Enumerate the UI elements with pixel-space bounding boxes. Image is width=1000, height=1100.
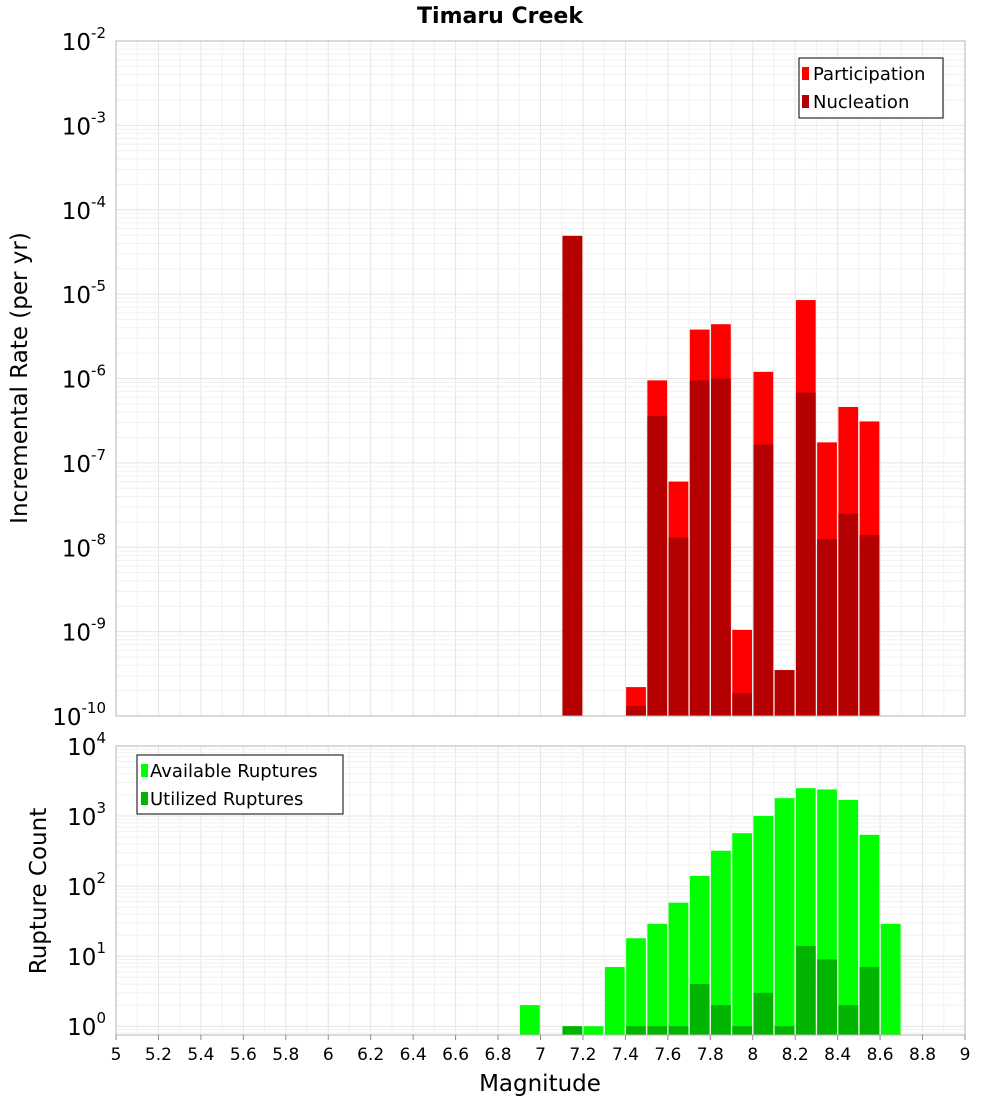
nucleation-bar xyxy=(562,235,583,716)
x-tick-label: 8.6 xyxy=(867,1045,894,1065)
rate-legend: Participation Nucleation xyxy=(798,57,944,119)
x-tick-label: 7 xyxy=(535,1045,546,1065)
count-y-tick-label: 104 xyxy=(67,729,106,761)
utilized-ruptures-bar xyxy=(668,1026,689,1035)
utilized-ruptures-swatch xyxy=(141,792,148,805)
nucleation-bar xyxy=(626,706,646,716)
rate-y-tick-label: 10-3 xyxy=(62,108,106,140)
available-ruptures-legend-label: Available Ruptures xyxy=(150,761,318,782)
rate-y-tick-label: 10-4 xyxy=(62,193,106,225)
rate-y-tick-label: 10-9 xyxy=(62,615,106,647)
chart-title: Timaru Creek xyxy=(417,4,584,29)
utilized-ruptures-bar xyxy=(774,1026,795,1035)
count-bars xyxy=(520,788,901,1035)
available-ruptures-bar xyxy=(753,816,774,1035)
x-tick-label: 6.4 xyxy=(400,1045,427,1065)
count-legend: Available Ruptures Utilized Ruptures xyxy=(136,754,344,815)
x-tick-label: 8.4 xyxy=(824,1045,851,1065)
utilized-ruptures-bar xyxy=(626,1026,646,1035)
x-tick-label: 7.8 xyxy=(697,1045,724,1065)
rate-y-tick-label: 10-7 xyxy=(62,446,106,478)
rate-y-tick-label: 10-6 xyxy=(62,362,106,394)
rate-plot-frame xyxy=(115,40,966,717)
count-y-tick-label: 101 xyxy=(67,939,106,971)
available-ruptures-bar xyxy=(880,923,901,1035)
rate-y-tick-label: 10-5 xyxy=(62,277,106,309)
count-y-tick-label: 103 xyxy=(67,799,106,831)
nucleation-legend-label: Nucleation xyxy=(813,92,909,113)
available-ruptures-bar xyxy=(647,923,668,1035)
utilized-ruptures-bar xyxy=(859,967,880,1035)
rate-legend-box xyxy=(798,57,944,119)
utilized-ruptures-bar xyxy=(732,1026,753,1035)
utilized-ruptures-bar xyxy=(711,1005,731,1035)
count-legend-box xyxy=(136,754,344,815)
utilized-ruptures-bar xyxy=(838,1005,859,1035)
x-tick-label: 7.6 xyxy=(654,1045,681,1065)
x-tick-label: 6.6 xyxy=(442,1045,469,1065)
magnitude-x-ticks: 5 5.2 5.4 5.6 5.8 6 6.2 6.4 6.6 6.8 7 7.2 7.4 7.6 7.8 8… xyxy=(111,1035,971,1065)
x-tick-label: 7.2 xyxy=(569,1045,596,1065)
count-y-ticks: 104 103 102 101 100 xyxy=(67,729,106,1041)
count-y-tick-label: 102 xyxy=(67,869,106,901)
utilized-ruptures-bar xyxy=(562,1026,583,1035)
rate-bars xyxy=(562,235,880,716)
x-tick-label: 8 xyxy=(747,1045,758,1065)
nucleation-bar xyxy=(838,513,859,716)
available-ruptures-bar xyxy=(583,1026,604,1035)
count-y-axis-label: Rupture Count xyxy=(26,808,52,974)
nucleation-bar xyxy=(668,537,689,716)
x-tick-label: 5.8 xyxy=(272,1045,299,1065)
rate-y-axis-label: Incremental Rate (per yr) xyxy=(7,232,33,524)
utilized-ruptures-bar xyxy=(689,984,710,1035)
x-tick-label: 9 xyxy=(960,1045,971,1065)
rate-y-ticks: 10-2 10-3 10-4 10-5 10-6 10-7 10-8 10-9 10-10 xyxy=(52,24,106,731)
available-ruptures-bar xyxy=(668,902,689,1035)
x-tick-label: 6.2 xyxy=(357,1045,384,1065)
utilized-ruptures-bar xyxy=(647,1026,668,1035)
utilized-ruptures-legend-label: Utilized Ruptures xyxy=(150,789,303,810)
available-ruptures-bar xyxy=(626,938,646,1035)
available-ruptures-bar xyxy=(711,850,731,1035)
available-ruptures-bar xyxy=(838,799,859,1035)
x-tick-label: 7.4 xyxy=(612,1045,639,1065)
nucleation-bar xyxy=(732,693,753,716)
x-tick-label: 8.2 xyxy=(782,1045,809,1065)
count-panel: 104 103 102 101 100 5 5.2 5.4 5.6 5.8 6 6.2 6.4 6.6 6… xyxy=(26,729,970,1097)
x-tick-label: 5 xyxy=(111,1045,122,1065)
participation-swatch xyxy=(802,67,809,80)
nucleation-swatch xyxy=(802,95,809,108)
x-tick-label: 5.6 xyxy=(230,1045,257,1065)
count-y-tick-label: 100 xyxy=(67,1009,106,1041)
nucleation-bar xyxy=(817,539,837,716)
x-tick-label: 5.4 xyxy=(187,1045,214,1065)
utilized-ruptures-bar xyxy=(753,992,774,1035)
nucleation-bar xyxy=(689,380,710,716)
nucleation-bar xyxy=(753,444,774,716)
utilized-ruptures-bar xyxy=(817,959,837,1035)
available-ruptures-swatch xyxy=(141,764,148,777)
x-tick-label: 6 xyxy=(323,1045,334,1065)
nucleation-bar xyxy=(795,392,816,716)
nucleation-bar xyxy=(859,534,880,716)
participation-legend-label: Participation xyxy=(813,64,925,85)
utilized-ruptures-bar xyxy=(795,945,816,1035)
nucleation-bar xyxy=(711,378,731,716)
rate-y-tick-label: 10-2 xyxy=(62,24,106,56)
x-axis-label: Magnitude xyxy=(479,1071,601,1097)
x-tick-label: 5.2 xyxy=(145,1045,172,1065)
rate-y-tick-label: 10-8 xyxy=(62,530,106,562)
nucleation-bar xyxy=(774,670,795,716)
available-ruptures-bar xyxy=(520,1005,540,1035)
available-ruptures-bar xyxy=(604,967,625,1035)
available-ruptures-bar xyxy=(732,833,753,1035)
available-ruptures-bar xyxy=(774,798,795,1035)
x-tick-label: 6.8 xyxy=(485,1045,512,1065)
x-tick-label: 8.8 xyxy=(909,1045,936,1065)
rate-y-tick-label: 10-10 xyxy=(52,699,106,731)
rate-gridlines xyxy=(115,41,966,717)
nucleation-bar xyxy=(647,415,668,716)
rate-panel: 10-2 10-3 10-4 10-5 10-6 10-7 10-8 10-9 10-10 In… xyxy=(7,24,966,731)
